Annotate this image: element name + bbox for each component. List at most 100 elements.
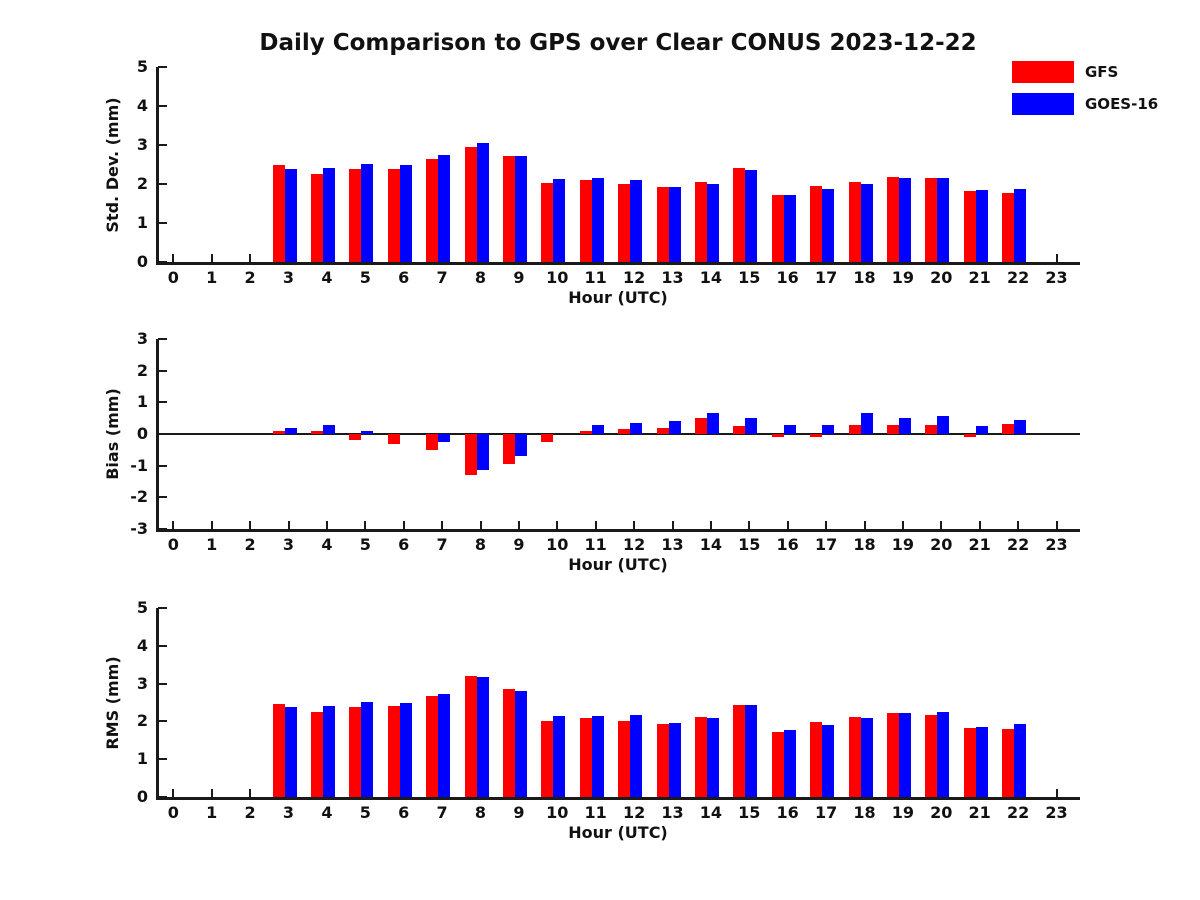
x-tick (364, 521, 367, 529)
bar-gfs-h20 (925, 424, 938, 434)
chart-title: Daily Comparison to GPS over Clear CONUS… (259, 30, 977, 56)
y-tick-label: 0 (136, 424, 148, 443)
bar-gfs-h19 (886, 425, 899, 434)
bar-goes-16-h9 (514, 155, 527, 262)
x-tick-label: 6 (398, 268, 410, 287)
x-tick-label: 15 (738, 535, 761, 554)
y-tick-label: 3 (136, 329, 148, 348)
x-tick-label: 3 (282, 535, 295, 554)
x-tick-label: 17 (814, 268, 838, 287)
bar-goes-16-h20 (937, 178, 950, 262)
bar-goes-16-h8 (476, 143, 489, 262)
y-tick-label: 2 (136, 711, 148, 731)
x-tick (901, 521, 904, 529)
bar-goes-16-h18 (860, 184, 873, 262)
bar-goes-16-h19 (898, 418, 911, 434)
x-tick (1055, 789, 1058, 797)
y-tick-label: 4 (136, 635, 148, 655)
x-tick-label: 19 (891, 803, 915, 822)
y-tick-label: 3 (136, 673, 148, 693)
y-tick (158, 528, 167, 530)
y-axis-label: Std. Dev. (mm) (103, 96, 122, 233)
bar-gfs-h12 (618, 184, 631, 262)
bar-goes-16-h16 (783, 424, 796, 434)
bar-goes-16-h17 (822, 189, 835, 262)
y-tick (158, 144, 167, 146)
x-tick-label: 0 (167, 535, 179, 554)
bar-goes-16-h3 (284, 706, 297, 797)
bar-goes-16-h4 (322, 705, 335, 797)
x-tick-label: 8 (474, 268, 487, 287)
x-tick-label: 21 (968, 268, 991, 287)
bar-gfs-h15 (733, 426, 746, 434)
bar-gfs-h22 (1002, 192, 1015, 262)
gfs-color-swatch (1012, 61, 1074, 83)
bar-goes-16-h12 (630, 422, 643, 434)
x-tick (517, 521, 520, 529)
bar-gfs-h15 (733, 167, 746, 262)
x-tick-label: 18 (853, 535, 876, 554)
x-tick (863, 521, 866, 529)
x-tick (825, 521, 828, 529)
bar-gfs-h3 (272, 430, 285, 434)
x-tick-label: 3 (282, 268, 295, 287)
bar-gfs-h10 (541, 434, 554, 442)
y-tick (158, 607, 167, 609)
bar-goes-16-h17 (822, 724, 835, 797)
x-tick-label: 23 (1045, 535, 1068, 554)
bias-panel: -3 -2 -1 0 1 2 3 0 1 2 3 4 5 6 7 8 9 10 11 12 13 14 15 16 17 18 19… (103, 329, 1080, 574)
x-tick-label: 12 (622, 535, 646, 554)
bar-gfs-h21 (963, 191, 976, 262)
bar-goes-16-h7 (438, 693, 451, 797)
x-tick (210, 254, 213, 262)
y-tick-label: 5 (136, 598, 148, 617)
bar-goes-16-h6 (399, 702, 412, 797)
bar-gfs-h4 (310, 430, 323, 434)
bar-goes-16-h13 (668, 421, 681, 434)
x-tick-label: 10 (546, 803, 569, 822)
y-tick (158, 496, 167, 499)
x-tick-label: 17 (814, 535, 838, 554)
x-tick-label: 4 (321, 268, 333, 287)
x-tick-label: 11 (584, 535, 607, 554)
x-tick-label: 21 (968, 535, 991, 554)
x-tick-label: 5 (359, 535, 371, 554)
x-tick-label: 3 (282, 803, 295, 822)
stddev-panel: 0 1 2 3 4 5 0 1 2 3 4 5 6 7 8 9 10 11 12 13 14 15 16 17 18 19 20 21… (103, 57, 1080, 307)
x-tick-label: 14 (699, 535, 723, 554)
bar-gfs-h4 (310, 173, 323, 262)
bar-gfs-h3 (272, 703, 285, 797)
y-tick (158, 369, 167, 372)
y-tick-label: -1 (130, 455, 148, 475)
x-tick (1017, 521, 1020, 529)
x-tick-label: 16 (776, 268, 799, 287)
bar-goes-16-h4 (322, 424, 335, 434)
bar-goes-16-h11 (591, 424, 604, 434)
x-tick-label: 22 (1006, 535, 1030, 554)
x-tick (210, 521, 213, 529)
bar-goes-16-h15 (745, 705, 758, 797)
x-tick-label: 14 (699, 803, 723, 822)
bar-gfs-h13 (656, 724, 669, 797)
x-tick-label: 5 (359, 268, 371, 287)
x-tick-label: 19 (891, 535, 915, 554)
y-tick-label: 5 (136, 57, 148, 76)
bar-goes-16-h11 (591, 715, 604, 797)
bar-goes-16-h5 (361, 430, 374, 434)
bar-goes-16-h8 (476, 434, 489, 471)
bar-gfs-h6 (387, 434, 400, 444)
bar-gfs-h15 (733, 704, 746, 797)
bar-gfs-h17 (810, 434, 823, 438)
x-tick (249, 521, 252, 529)
x-tick-label: 17 (814, 803, 838, 822)
x-tick-label: 15 (738, 268, 761, 287)
bar-goes-16-h20 (937, 415, 950, 434)
x-tick-label: 22 (1006, 268, 1030, 287)
x-tick (594, 521, 597, 529)
bar-gfs-h4 (310, 711, 323, 797)
y-tick-label: 0 (136, 252, 148, 271)
bar-gfs-h9 (502, 434, 515, 465)
x-tick-label: 7 (436, 535, 448, 554)
x-axis (156, 797, 1080, 800)
x-tick-label: 12 (622, 803, 646, 822)
